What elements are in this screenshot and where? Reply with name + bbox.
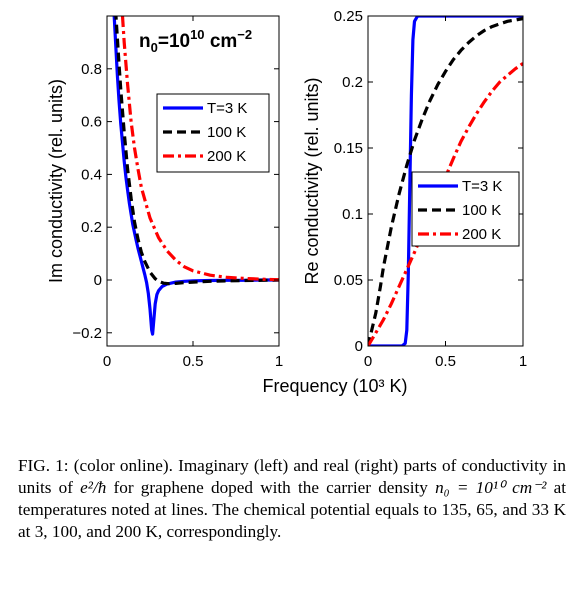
caption-middle: for graphene doped with the carrier dens… xyxy=(106,478,436,497)
left-panel: 0 0.5 1−0.200.20.40.60.8Im conductivity (r… xyxy=(46,15,283,370)
density-annotation: n0=1010 cm−2 xyxy=(139,27,252,55)
series-line-100-k xyxy=(114,16,279,286)
legend-label: 200 K xyxy=(462,226,501,243)
series-line-100-k xyxy=(368,17,523,346)
series-line-t-3-k xyxy=(368,16,523,346)
plot-frame xyxy=(106,15,280,347)
y-tick-label: 0.1 xyxy=(342,206,363,223)
caption-suffix: at temperatures noted at lines. The chem… xyxy=(18,478,566,541)
series-line-200-k xyxy=(120,16,279,282)
x-tick-label: 1 xyxy=(275,353,283,370)
caption-units: e²/ħ xyxy=(80,478,107,497)
x-tick-label: 0.5 xyxy=(435,353,456,370)
y-tick-label: −0.2 xyxy=(72,325,102,342)
y-axis-label: Re conductivity (rel. units) xyxy=(302,77,322,284)
y-axis-label: Im conductivity (rel. units) xyxy=(46,79,66,283)
figure: 0 0.5 1−0.200.20.40.60.8Im conductivity (r… xyxy=(46,8,527,396)
y-tick-label: 0.05 xyxy=(334,272,363,289)
x-axis-label: Frequency (10³ K) xyxy=(262,376,407,396)
legend-label: 100 K xyxy=(207,124,246,141)
y-tick-label: 0 xyxy=(94,272,102,289)
caption-prefix: FIG. 1: (color online). Imaginary (left)… xyxy=(18,456,566,497)
x-tick-label: 0.5 xyxy=(183,353,204,370)
legend-label: 100 K xyxy=(462,202,501,219)
figure-caption: FIG. 1: (color online). Imaginary (left)… xyxy=(18,455,566,543)
legend: T=3 K 100 K 200 K xyxy=(411,171,520,247)
y-tick-label: 0.2 xyxy=(342,74,363,91)
y-tick-label: 0.4 xyxy=(81,166,102,183)
y-tick-label: 0.8 xyxy=(81,61,102,78)
right-panel: 0 0.5 1 0 0.05 0.1 0.15 0.2 0.25 Re conductivity … xyxy=(302,8,527,370)
legend-label: 200 K xyxy=(207,148,246,165)
x-tick-label: 1 xyxy=(519,353,527,370)
legend-label: T=3 K xyxy=(207,100,247,117)
legend: T=3 K 100 K 200 K xyxy=(156,93,270,173)
y-tick-label: 0.15 xyxy=(334,140,363,157)
y-tick-label: 0.2 xyxy=(81,219,102,236)
legend-box xyxy=(411,171,520,247)
x-tick-label: 0 xyxy=(364,353,372,370)
x-tick-label: 0 xyxy=(103,353,111,370)
y-tick-label: 0.6 xyxy=(81,114,102,131)
legend-label: T=3 K xyxy=(462,178,502,195)
y-tick-label: 0.25 xyxy=(334,8,363,25)
y-tick-label: 0 xyxy=(355,338,363,355)
caption-density: n₀ = 10¹⁰ cm⁻² xyxy=(435,478,547,497)
